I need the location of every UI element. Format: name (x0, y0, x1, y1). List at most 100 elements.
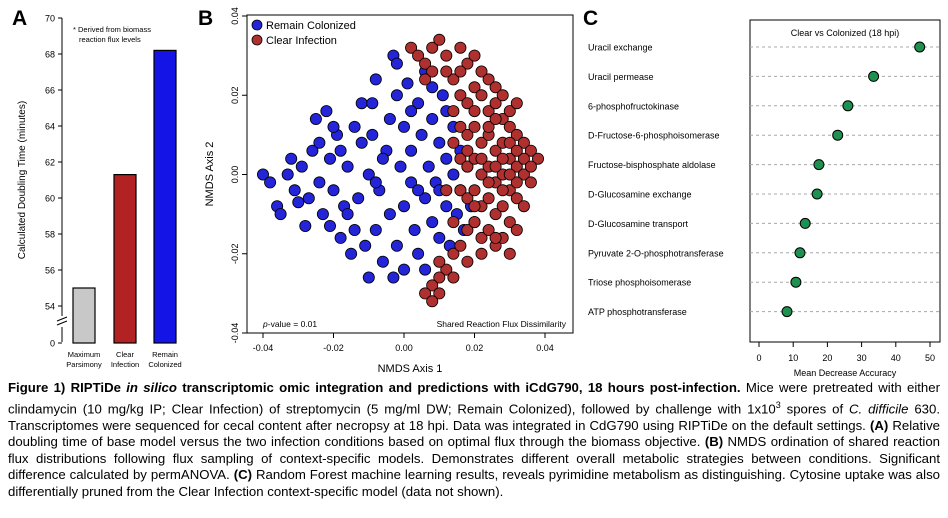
y-tick-label: 60 (45, 194, 55, 204)
caption-b-label: (B) (704, 434, 724, 450)
point-clear-infection (468, 105, 481, 118)
point-remain-colonized (302, 192, 315, 205)
point-clear-infection (524, 160, 537, 173)
point-clear-infection (468, 81, 481, 94)
feature-point (832, 129, 844, 141)
point-remain-colonized (366, 128, 379, 141)
point-remain-colonized (405, 176, 418, 189)
panel-b-annotation: Shared Reaction Flux Dissimilarity (437, 319, 567, 329)
x-tick-label: 40 (891, 353, 901, 363)
point-remain-colonized (376, 255, 389, 268)
point-remain-colonized (390, 239, 403, 252)
point-remain-colonized (292, 196, 305, 209)
x-tick-label: -0.04 (253, 343, 274, 353)
point-remain-colonized (426, 81, 439, 94)
point-remain-colonized (345, 247, 358, 260)
caption-methods: Mice were pretreated with either clindam… (8, 380, 940, 416)
pvalue-text: -value = 0.01 (268, 319, 318, 329)
point-clear-infection (475, 231, 488, 244)
caption-sup: 3 (775, 399, 781, 410)
point-clear-infection (510, 176, 523, 189)
feature-label: 6-phosphofructokinase (588, 101, 679, 111)
feature-label: Pyruvate 2-O-phosphotransferase (588, 248, 724, 258)
feature-point (781, 306, 793, 318)
point-clear-infection (482, 105, 495, 118)
point-clear-infection (489, 231, 502, 244)
point-remain-colonized (412, 97, 425, 110)
bar-label-line: Parsimony (66, 360, 102, 369)
point-remain-colonized (288, 184, 301, 197)
feature-label: D-Glucosamine transport (588, 219, 689, 229)
bar-label-line: Clear (116, 350, 134, 359)
point-clear-infection (489, 160, 502, 173)
panel-c-title: Clear vs Colonized (18 hpi) (791, 28, 900, 38)
point-remain-colonized (316, 208, 329, 221)
point-clear-infection (468, 216, 481, 229)
x-tick-label: -0.02 (323, 343, 344, 353)
point-clear-infection (482, 192, 495, 205)
point-clear-infection (433, 271, 446, 284)
point-clear-infection (461, 128, 474, 141)
point-remain-colonized (426, 216, 439, 229)
bar-label-line: Infection (111, 360, 139, 369)
point-remain-colonized (436, 89, 449, 102)
panel-c-x-axis-label: Mean Decrease Accuracy (794, 368, 897, 378)
point-clear-infection (517, 168, 530, 181)
point-clear-infection (433, 287, 446, 300)
point-clear-infection (503, 136, 516, 149)
point-clear-infection (433, 33, 446, 46)
point-clear-infection (426, 65, 439, 78)
point-clear-infection (503, 247, 516, 260)
feature-point (799, 217, 811, 229)
point-clear-infection (461, 223, 474, 236)
point-clear-infection (454, 239, 467, 252)
point-clear-infection (510, 223, 523, 236)
legend-label-clear-infection: Clear Infection (266, 35, 337, 47)
point-clear-infection (468, 120, 481, 133)
point-remain-colonized (433, 231, 446, 244)
feature-label: ATP phosphotransferase (588, 307, 687, 317)
point-remain-colonized (320, 105, 333, 118)
caption-a-label: (A) (869, 417, 889, 433)
point-clear-infection (517, 200, 530, 213)
point-remain-colonized (415, 128, 428, 141)
point-clear-infection (517, 152, 530, 165)
point-remain-colonized (323, 152, 336, 165)
point-remain-colonized (313, 176, 326, 189)
bar-label-line: Remain (152, 350, 178, 359)
point-remain-colonized (348, 223, 361, 236)
x-tick-label: 0.04 (536, 343, 554, 353)
point-remain-colonized (369, 176, 382, 189)
legend-label-remain-colonized: Remain Colonized (266, 20, 356, 32)
point-clear-infection (433, 255, 446, 268)
y-tick-label: 54 (45, 302, 55, 312)
feature-point (794, 247, 806, 259)
y-tick-label: 70 (45, 14, 55, 24)
point-clear-infection (475, 89, 488, 102)
point-remain-colonized (422, 160, 435, 173)
caption-heading-italic: in silico (126, 380, 177, 395)
x-tick-label: 30 (857, 353, 867, 363)
panel-b-x-ticks: -0.04 -0.02 0.00 0.02 0.04 (253, 333, 554, 353)
point-remain-colonized (334, 144, 347, 157)
point-clear-infection (482, 120, 495, 133)
point-remain-colonized (397, 200, 410, 213)
point-clear-infection (454, 41, 467, 54)
point-clear-infection (503, 168, 516, 181)
feature-point (813, 159, 825, 171)
point-clear-infection (496, 184, 509, 197)
point-remain-colonized (397, 120, 410, 133)
point-clear-infection (503, 105, 516, 118)
point-remain-colonized (369, 223, 382, 236)
legend-marker-remain-colonized (251, 19, 263, 31)
y-tick-label: -0.04 (230, 323, 240, 344)
point-clear-infection (510, 97, 523, 110)
y-tick-label: 64 (45, 122, 55, 132)
caption-c-label: (C) (233, 467, 253, 483)
panel-a-y-ticks: 70 68 66 64 62 60 58 56 54 0 (45, 14, 62, 349)
panel-a-y-axis-label: Calculated Doubling Time (minutes) (17, 101, 28, 259)
panel-b-letter: B (198, 7, 213, 30)
point-remain-colonized (383, 208, 396, 221)
point-clear-infection (496, 89, 509, 102)
feature-point (868, 70, 880, 82)
